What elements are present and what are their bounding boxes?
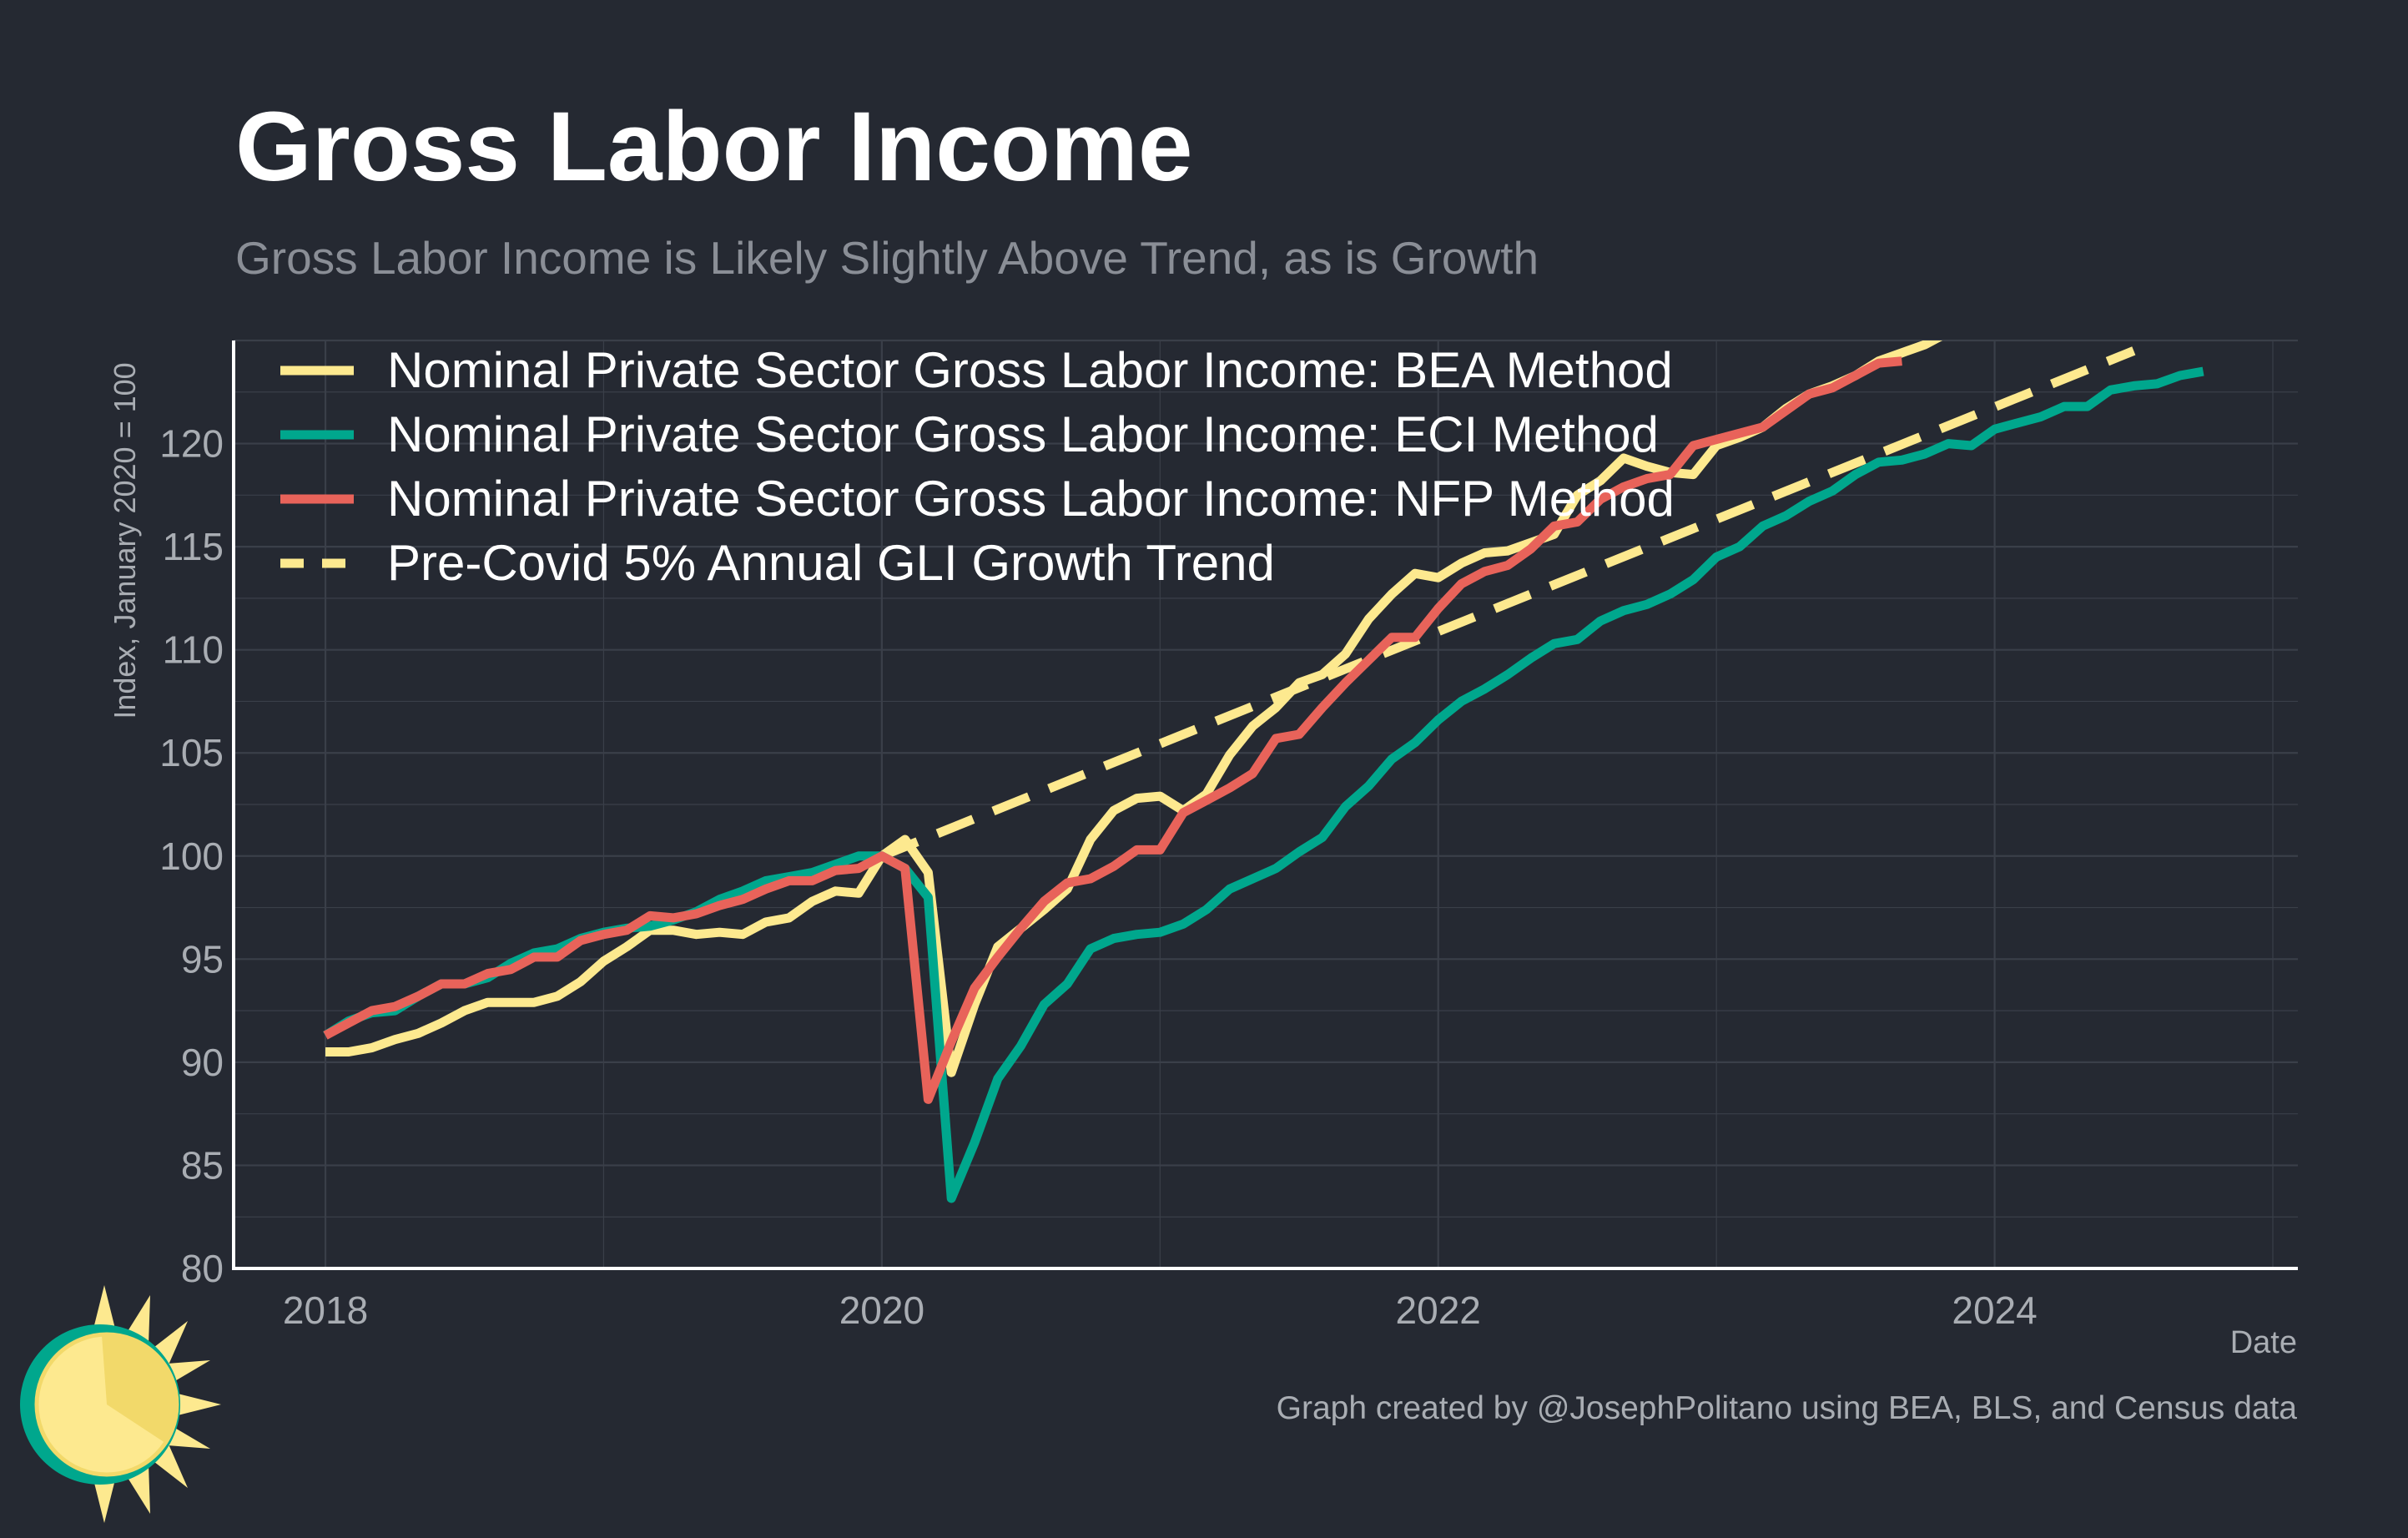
- legend-label: Nominal Private Sector Gross Labor Incom…: [387, 406, 1659, 462]
- y-tick-label: 105: [159, 731, 224, 774]
- y-tick-label: 85: [181, 1143, 224, 1187]
- y-tick-label: 115: [163, 525, 224, 568]
- trend-series-line: [879, 346, 2136, 860]
- nfp-series-line: [323, 356, 1902, 1104]
- y-tick-label: 110: [163, 628, 224, 672]
- legend-label: Pre-Covid 5% Annual GLI Growth Trend: [387, 535, 1275, 591]
- chart-subtitle: Gross Labor Income is Likely Slightly Ab…: [235, 232, 1539, 284]
- y-tick-label: 100: [159, 835, 224, 878]
- legend-label: Nominal Private Sector Gross Labor Incom…: [387, 471, 1675, 527]
- x-axis-title: Date: [2230, 1325, 2297, 1360]
- legend-item-bea: Nominal Private Sector Gross Labor Incom…: [280, 342, 1673, 398]
- legend-item-trend: Pre-Covid 5% Annual GLI Growth Trend: [280, 535, 1275, 591]
- tick-labels: 80 85 90 95 100 105 110 115 120 2018 2020 2022 2024: [159, 422, 2037, 1332]
- axes: [232, 340, 2298, 1270]
- chart-title: Gross Labor Income: [235, 92, 1193, 202]
- y-tick-label: 95: [181, 937, 224, 981]
- x-tick-label: 2020: [839, 1288, 924, 1332]
- legend-item-eci: Nominal Private Sector Gross Labor Incom…: [280, 406, 1659, 462]
- legend-item-nfp: Nominal Private Sector Gross Labor Incom…: [280, 471, 1675, 527]
- x-tick-label: 2022: [1396, 1288, 1481, 1332]
- legend-label: Nominal Private Sector Gross Labor Incom…: [387, 342, 1673, 398]
- x-tick-label: 2024: [1952, 1288, 2037, 1332]
- legend: Nominal Private Sector Gross Labor Incom…: [280, 342, 1675, 591]
- sun-logo-icon: [20, 1285, 221, 1523]
- gridlines: [234, 339, 2298, 1268]
- chart-caption: Graph created by @JosephPolitano using B…: [1277, 1390, 2298, 1426]
- bea-series-line: [325, 340, 1943, 1077]
- y-tick-label: 120: [159, 422, 224, 466]
- y-axis-title: Index, January 2020 = 100: [108, 362, 142, 719]
- y-tick-label: 80: [181, 1247, 224, 1290]
- x-tick-label: 2018: [283, 1288, 368, 1332]
- series-lines: [323, 340, 2204, 1203]
- y-tick-label: 90: [181, 1041, 224, 1084]
